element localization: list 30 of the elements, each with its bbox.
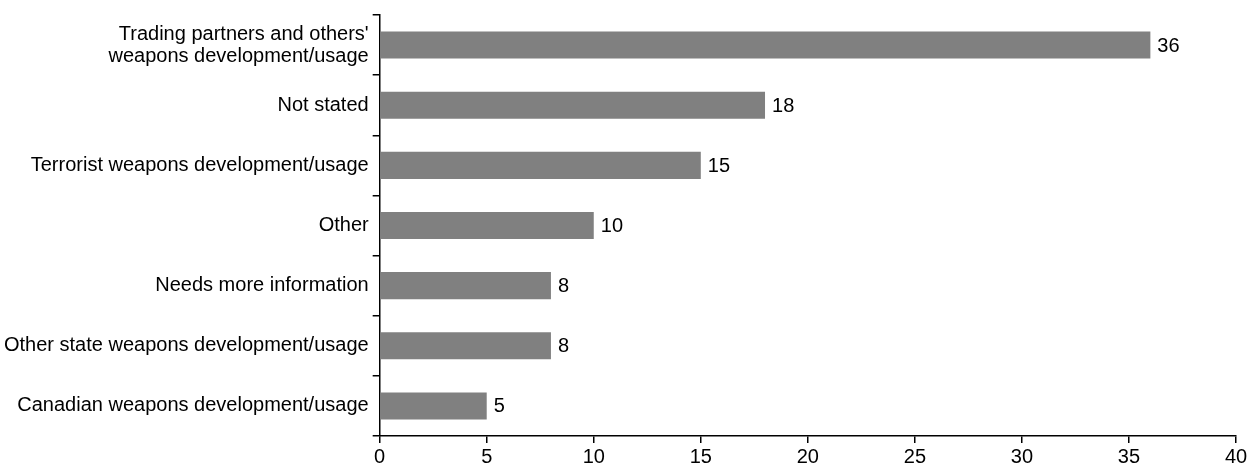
data-label: 8	[557, 274, 570, 297]
y-tick-label: Canadian weapons development/usage	[17, 393, 369, 416]
y-tick-label: Other	[318, 213, 370, 236]
y-tick-label: Not stated	[277, 92, 369, 115]
data-label: 36	[1157, 33, 1180, 56]
data-label: 10	[600, 214, 624, 237]
data-label: 8	[557, 334, 570, 357]
x-tick-label: 15	[689, 444, 712, 467]
data-label: 5	[493, 394, 505, 417]
bar	[380, 91, 766, 119]
y-tick-label: Trading partners and others' weapons development/usage	[107, 21, 369, 66]
x-tick-label: 10	[582, 444, 605, 467]
data-label: 15	[707, 153, 731, 176]
y-tick-label: Other state weapons development/usage	[3, 333, 369, 356]
x-tick-label: 0	[374, 444, 386, 467]
bar	[380, 31, 1151, 59]
x-tick-label: 40	[1224, 444, 1248, 467]
x-tick-label: 25	[903, 444, 926, 467]
x-tick-label: 5	[481, 444, 493, 467]
bar	[380, 211, 594, 240]
x-tick-label: 20	[796, 444, 819, 467]
bar	[380, 272, 551, 300]
bar	[380, 151, 701, 179]
y-tick-label: Needs more information	[155, 273, 369, 296]
bar	[380, 332, 551, 360]
bar	[380, 392, 487, 420]
x-tick-label: 35	[1117, 444, 1141, 467]
data-label: 18	[772, 93, 795, 116]
y-tick-label: Terrorist weapons development/usage	[30, 152, 369, 175]
x-tick-label: 30	[1010, 444, 1034, 467]
